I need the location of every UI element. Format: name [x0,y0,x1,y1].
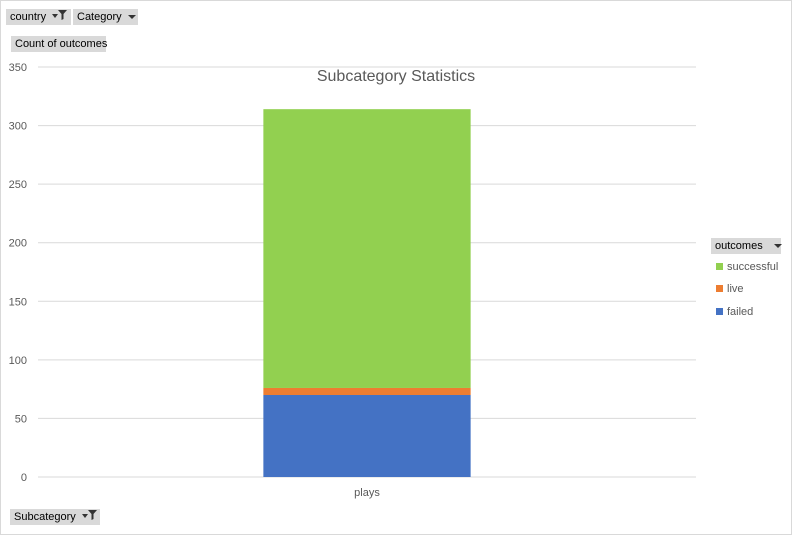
y-tick-label: 150 [9,296,27,308]
legend-swatch-successful [716,262,723,270]
bar-plays-live[interactable] [263,387,471,395]
country-filter-button[interactable]: country [6,9,71,25]
funnel-icon [81,509,98,525]
legend-item-successful: successful [716,260,778,274]
caret-down-icon [127,9,136,25]
outcomes-legend-button[interactable]: outcomes [711,238,782,254]
country-filter-label: country [10,11,47,23]
y-tick-label: 200 [9,238,27,250]
y-tick-label: 350 [9,62,27,74]
legend-swatch-failed [716,307,723,315]
chart-title: Subcategory Statistics [317,68,475,85]
legend-label-successful: successful [727,261,779,273]
legend-item-live: live [716,282,744,296]
values-field-label: Count of outcomes [15,38,108,50]
funnel-icon [52,9,68,25]
caret-down-icon [773,238,782,254]
bar-plays-successful[interactable] [263,109,471,388]
category-filter-label: Category [77,11,122,23]
y-tick-label: 250 [9,179,27,191]
subcategory-filter-button[interactable]: Subcategory [10,509,100,525]
x-tick-label: plays [354,487,380,499]
legend-label-failed: failed [727,306,754,318]
y-tick-label: 100 [9,355,27,367]
legend-item-failed: failed [716,305,753,319]
category-filter-button[interactable]: Category [73,9,138,25]
legend-label-live: live [727,283,744,295]
subcategory-filter-label: Subcategory [14,511,76,523]
values-field-button[interactable]: Count of outcomes [11,36,108,52]
bar-plays-failed[interactable] [263,395,471,477]
y-tick-label: 50 [15,413,27,425]
y-tick-label: 300 [9,121,27,133]
legend-swatch-live [716,284,723,292]
outcomes-legend-label: outcomes [715,240,763,252]
y-tick-label: 0 [21,472,27,484]
